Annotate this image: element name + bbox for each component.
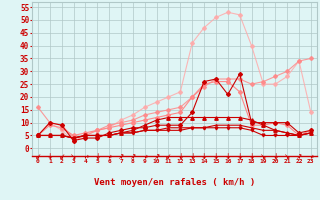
Text: ↓: ↓ [225, 152, 231, 161]
Text: ↓: ↓ [272, 152, 278, 161]
Text: ↓: ↓ [248, 152, 255, 161]
Text: →: → [106, 152, 112, 161]
Text: ↓: ↓ [94, 152, 100, 161]
Text: ↓: ↓ [47, 152, 53, 161]
Text: ↘: ↘ [260, 152, 267, 161]
Text: →: → [82, 152, 89, 161]
Text: ↓: ↓ [201, 152, 207, 161]
Text: ↗: ↗ [118, 152, 124, 161]
Text: ↙: ↙ [35, 152, 41, 161]
Text: →: → [141, 152, 148, 161]
Text: ↘: ↘ [284, 152, 290, 161]
Text: ↙: ↙ [165, 152, 172, 161]
Text: ↗: ↗ [296, 152, 302, 161]
Text: ↗: ↗ [153, 152, 160, 161]
Text: ↓: ↓ [236, 152, 243, 161]
Text: ↓: ↓ [213, 152, 219, 161]
X-axis label: Vent moyen/en rafales ( km/h ): Vent moyen/en rafales ( km/h ) [94, 178, 255, 187]
Text: ↗: ↗ [130, 152, 136, 161]
Text: ↙: ↙ [59, 152, 65, 161]
Text: ↘: ↘ [70, 152, 77, 161]
Text: ↓: ↓ [189, 152, 196, 161]
Text: →: → [308, 152, 314, 161]
Text: ↓: ↓ [177, 152, 184, 161]
